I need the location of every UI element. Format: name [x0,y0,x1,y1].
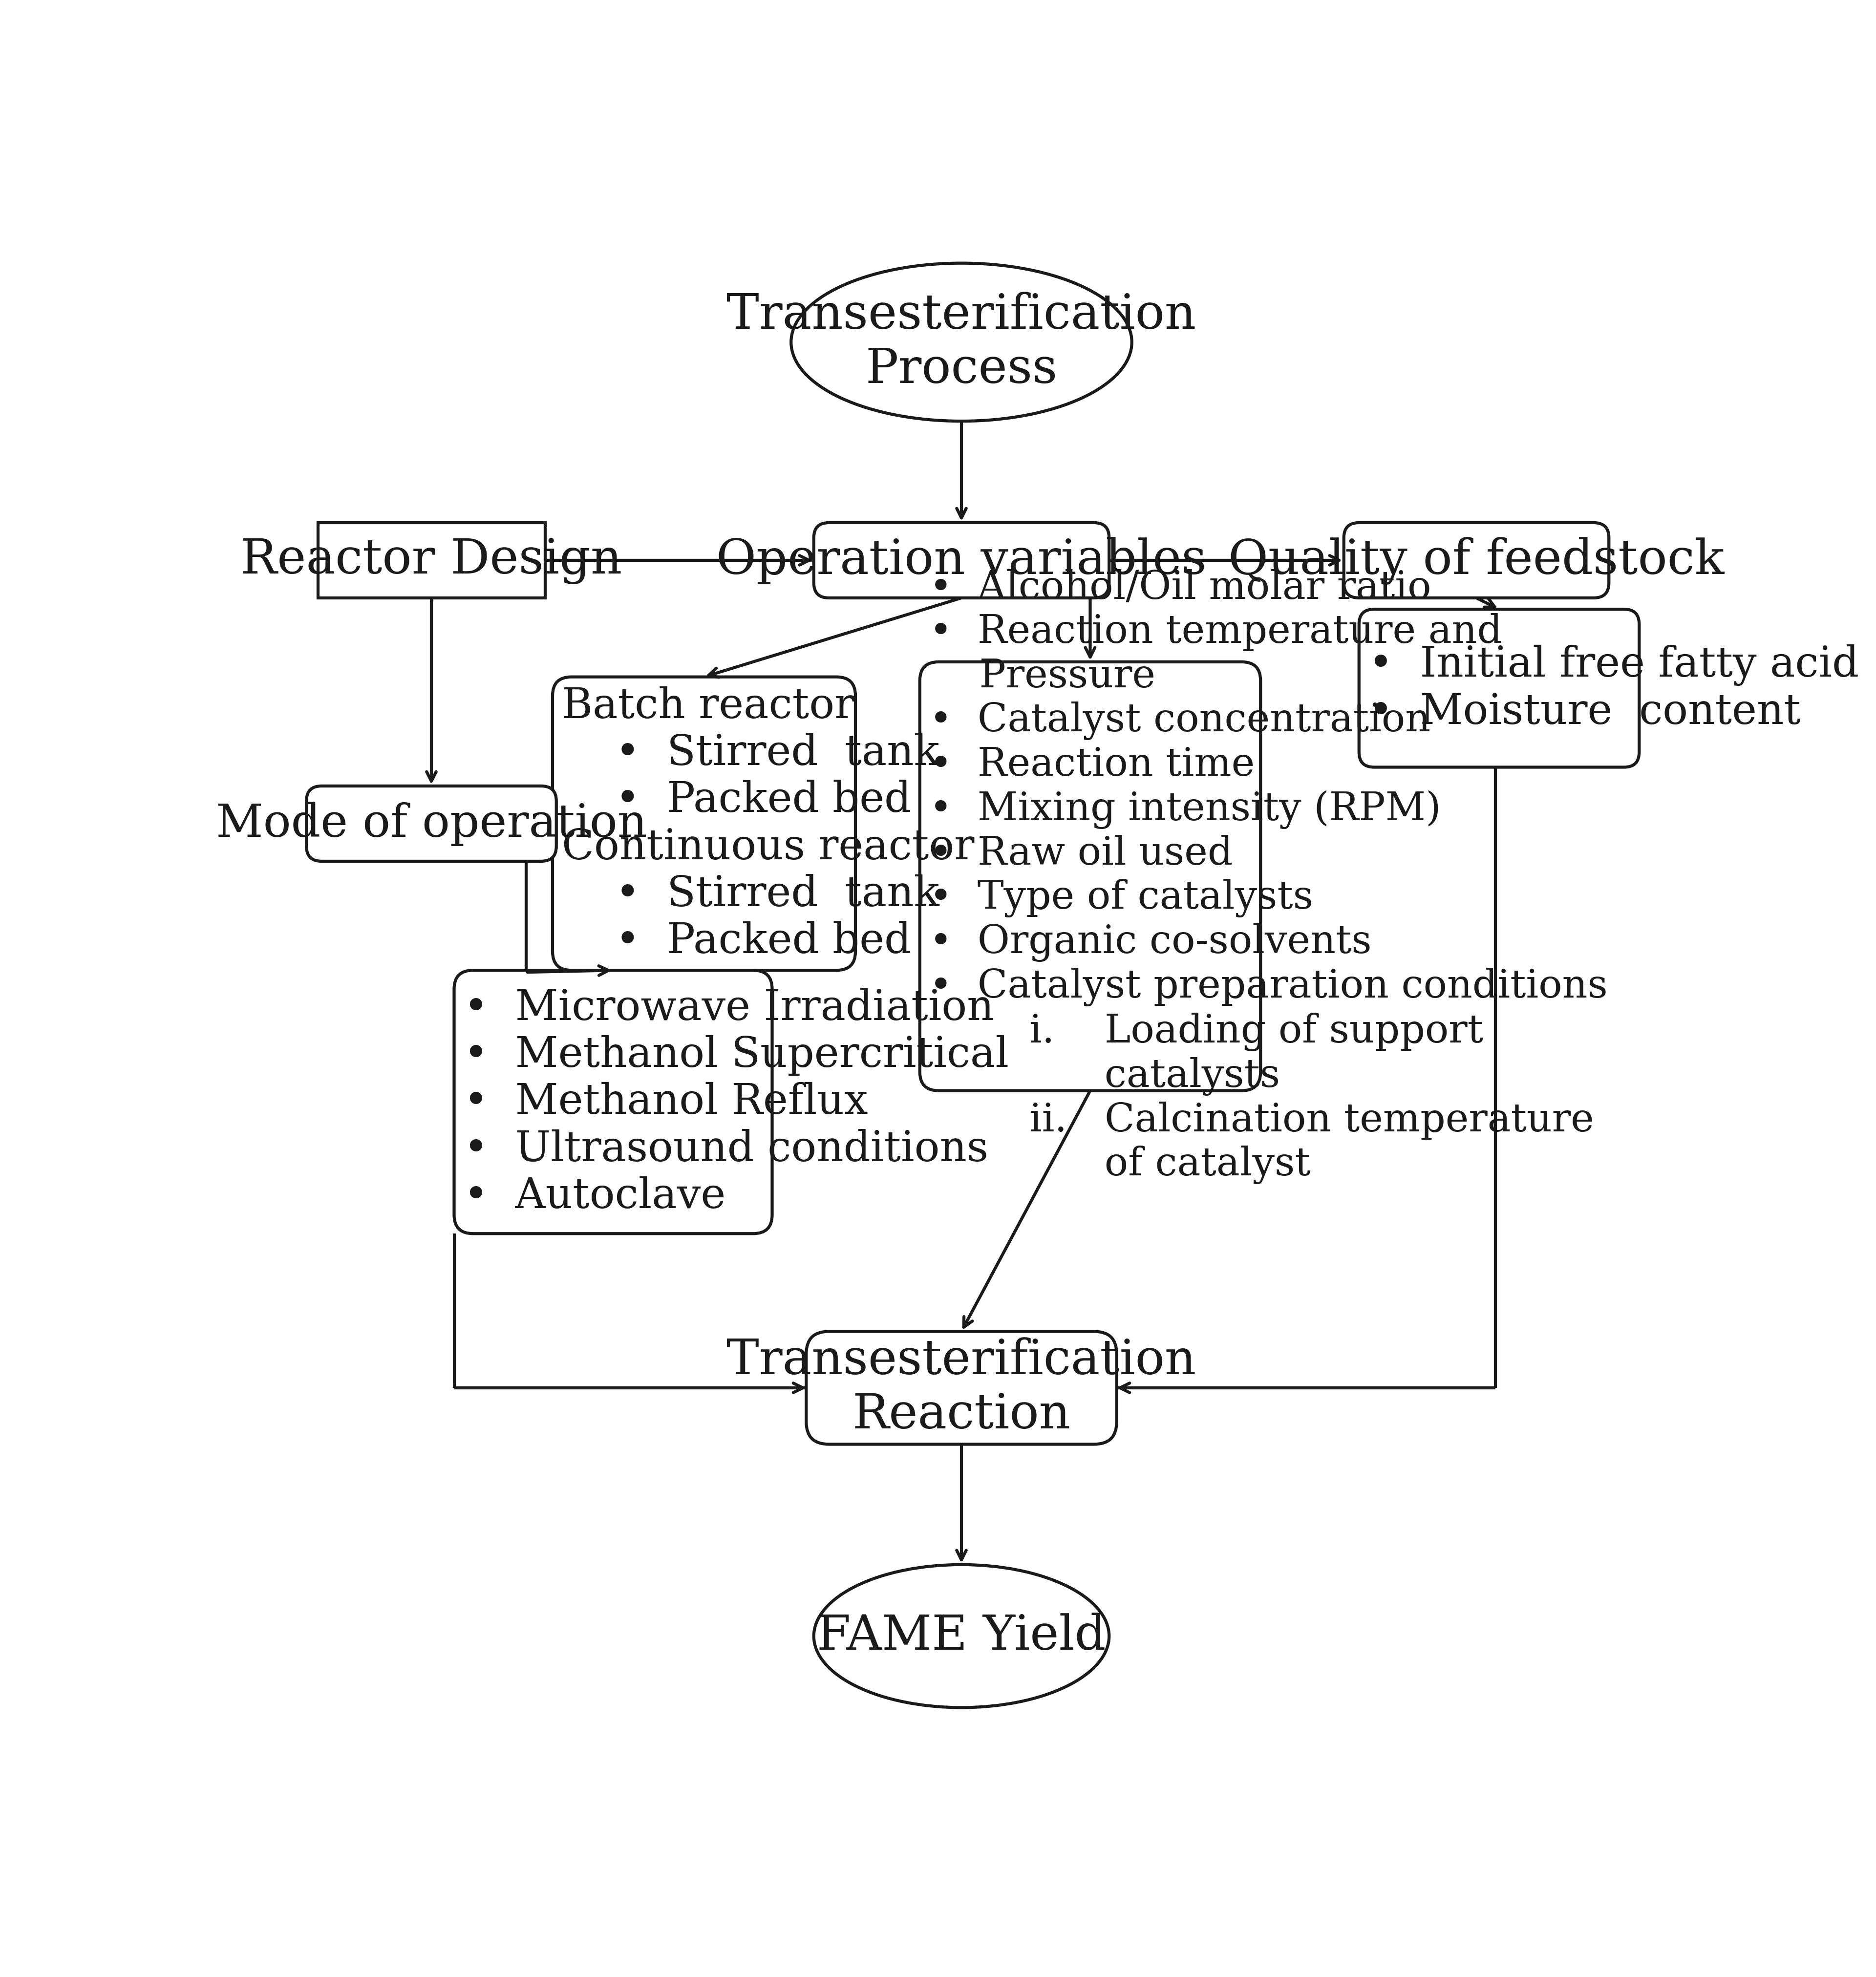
Ellipse shape [814,1564,1109,1708]
Ellipse shape [792,263,1131,421]
FancyBboxPatch shape [1358,609,1640,767]
FancyBboxPatch shape [919,662,1261,1091]
Text: Transesterification
Reaction: Transesterification Reaction [726,1338,1197,1439]
Text: •  Initial free fatty acid
•  Moisture  content: • Initial free fatty acid • Moisture con… [1368,645,1859,733]
Text: Operation variables: Operation variables [717,538,1206,585]
Text: •  Microwave Irradiation
•  Methanol Supercritical
•  Methanol Reflux
•  Ultraso: • Microwave Irradiation • Methanol Super… [463,988,1009,1216]
FancyBboxPatch shape [454,971,773,1234]
Text: Batch reactor
    •  Stirred  tank
    •  Packed bed
Continuous reactor
    •  S: Batch reactor • Stirred tank • Packed be… [563,686,974,961]
Text: Transesterification
Process: Transesterification Process [726,293,1197,393]
Text: Quality of feedstock: Quality of feedstock [1229,538,1724,585]
FancyBboxPatch shape [1343,524,1610,599]
Text: Mode of operation: Mode of operation [216,803,647,846]
FancyBboxPatch shape [553,678,855,971]
Text: Reactor Design: Reactor Design [240,538,623,583]
Text: FAME Yield: FAME Yield [816,1613,1107,1659]
Text: •  Alcohol/Oil molar ratio
•  Reaction temperature and
    Pressure
•  Catalyst : • Alcohol/Oil molar ratio • Reaction tem… [929,569,1608,1184]
FancyBboxPatch shape [306,787,557,862]
Bar [317,524,544,599]
FancyBboxPatch shape [814,524,1109,599]
FancyBboxPatch shape [807,1332,1116,1445]
